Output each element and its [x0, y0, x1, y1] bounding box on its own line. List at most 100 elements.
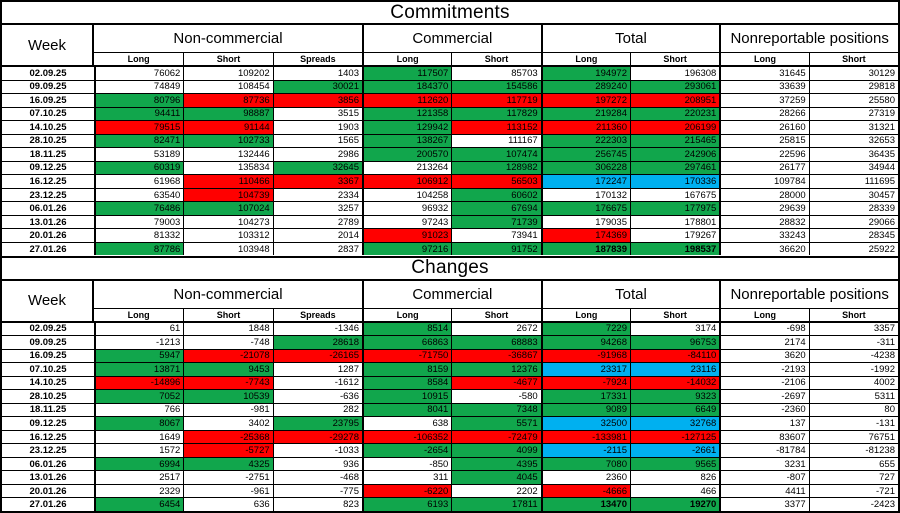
week-cell: 16.09.25	[2, 349, 94, 363]
value-cell: 222303	[540, 134, 630, 148]
value-cell: 129942	[362, 121, 452, 134]
value-cell: 31645	[719, 67, 809, 80]
value-cell: 200570	[362, 148, 452, 161]
value-cell: 10915	[362, 390, 452, 403]
value-cell: 1903	[272, 121, 362, 134]
value-cell: 80796	[94, 94, 184, 107]
value-cell: 104258	[362, 188, 452, 202]
week-cell: 16.09.25	[2, 94, 94, 107]
value-cell: 256745	[540, 148, 630, 161]
value-cell: 31321	[808, 121, 898, 134]
table-row: 27.01.26 87786 103948 2837 97216 91752 187839 1…	[2, 242, 898, 256]
table-row: 27.01.26 6454 636 823 6193 17811 13470 19270 337…	[2, 498, 898, 511]
value-cell: -721	[808, 484, 898, 498]
value-cell: 1649	[94, 430, 184, 444]
value-cell: 32768	[630, 417, 720, 430]
value-cell: 3377	[719, 498, 809, 511]
value-cell: 132446	[183, 148, 273, 161]
value-cell: -26165	[272, 349, 362, 363]
col-header-nonreportable-long: Long	[719, 53, 808, 65]
value-cell: 26177	[719, 161, 809, 175]
week-cell: 27.01.26	[2, 498, 94, 511]
value-cell: -21078	[183, 349, 273, 363]
value-cell: 2202	[451, 484, 541, 498]
value-cell: 6994	[94, 457, 184, 471]
value-cell: 29639	[719, 202, 809, 215]
value-cell: -636	[272, 390, 362, 403]
group-header-total: Total	[540, 280, 720, 309]
value-cell: 32653	[808, 134, 898, 148]
value-cell: -71750	[362, 349, 452, 363]
value-cell: 17811	[451, 498, 541, 511]
week-cell: 13.01.26	[2, 215, 94, 229]
value-cell: 138267	[362, 134, 452, 148]
col-header-noncommercial-short: Short	[183, 53, 272, 65]
value-cell: 79515	[94, 121, 184, 134]
value-cell: 68883	[451, 336, 541, 349]
value-cell: 242906	[630, 148, 720, 161]
value-cell: 28266	[719, 107, 809, 121]
value-cell: 170132	[540, 188, 630, 202]
col-header-nonreportable-short: Short	[808, 308, 898, 321]
value-cell: 3367	[272, 175, 362, 188]
value-cell: 2329	[94, 484, 184, 498]
value-cell: 34944	[808, 161, 898, 175]
value-cell: -4677	[451, 376, 541, 390]
col-header-commercial-short: Short	[451, 53, 540, 65]
value-cell: 32645	[272, 161, 362, 175]
value-cell: 3402	[183, 417, 273, 430]
value-cell: 76486	[94, 202, 184, 215]
value-cell: 5311	[808, 390, 898, 403]
week-cell: 07.10.25	[2, 107, 94, 121]
value-cell: 29066	[808, 215, 898, 229]
section-title-commitments: Commitments	[2, 2, 898, 25]
value-cell: -81784	[719, 444, 809, 457]
value-cell: 121358	[362, 107, 452, 121]
value-cell: 108454	[183, 80, 273, 94]
value-cell: -807	[719, 471, 809, 484]
value-cell: 117719	[451, 94, 541, 107]
value-cell: 293061	[630, 80, 720, 94]
value-cell: -981	[183, 403, 273, 417]
group-header-total: Total	[540, 25, 720, 53]
value-cell: 73941	[451, 229, 541, 242]
value-cell: -775	[272, 484, 362, 498]
value-cell: 12376	[451, 363, 541, 376]
value-cell: 28832	[719, 215, 809, 229]
value-cell: -2115	[540, 444, 630, 457]
value-cell: 638	[362, 417, 452, 430]
value-cell: -698	[719, 322, 809, 336]
value-cell: 220231	[630, 107, 720, 121]
value-cell: 111167	[451, 134, 541, 148]
table-row: 18.11.25 53189 132446 2986 200570 107474 25674…	[2, 148, 898, 162]
value-cell: 83607	[719, 430, 809, 444]
value-cell: -91968	[540, 349, 630, 363]
value-cell: 766	[94, 403, 184, 417]
week-cell: 28.10.25	[2, 134, 94, 148]
table-row: 13.01.26 2517 -2751 -468 311 4045 2360 826 -807 7…	[2, 471, 898, 485]
value-cell: -29278	[272, 430, 362, 444]
value-cell: 13470	[540, 498, 630, 511]
value-cell: 87786	[94, 242, 184, 256]
value-cell: 282	[272, 403, 362, 417]
table-row: 09.09.25 74849 108454 30021 184370 154586 2892…	[2, 80, 898, 95]
week-cell: 23.12.25	[2, 444, 94, 457]
week-cell: 02.09.25	[2, 322, 94, 336]
value-cell: 17331	[540, 390, 630, 403]
value-cell: -2106	[719, 376, 809, 390]
value-cell: 179035	[540, 215, 630, 229]
value-cell: 4411	[719, 484, 809, 498]
week-cell: 06.01.26	[2, 202, 94, 215]
value-cell: -25368	[183, 430, 273, 444]
value-cell: -748	[183, 336, 273, 349]
value-cell: 80	[808, 403, 898, 417]
value-cell: 826	[630, 471, 720, 484]
value-cell: 1572	[94, 444, 184, 457]
value-cell: -2654	[362, 444, 452, 457]
value-cell: 76751	[808, 430, 898, 444]
value-cell: 8514	[362, 322, 452, 336]
value-cell: 2014	[272, 229, 362, 242]
value-cell: 3856	[272, 94, 362, 107]
value-cell: 26160	[719, 121, 809, 134]
week-cell: 27.01.26	[2, 242, 94, 256]
